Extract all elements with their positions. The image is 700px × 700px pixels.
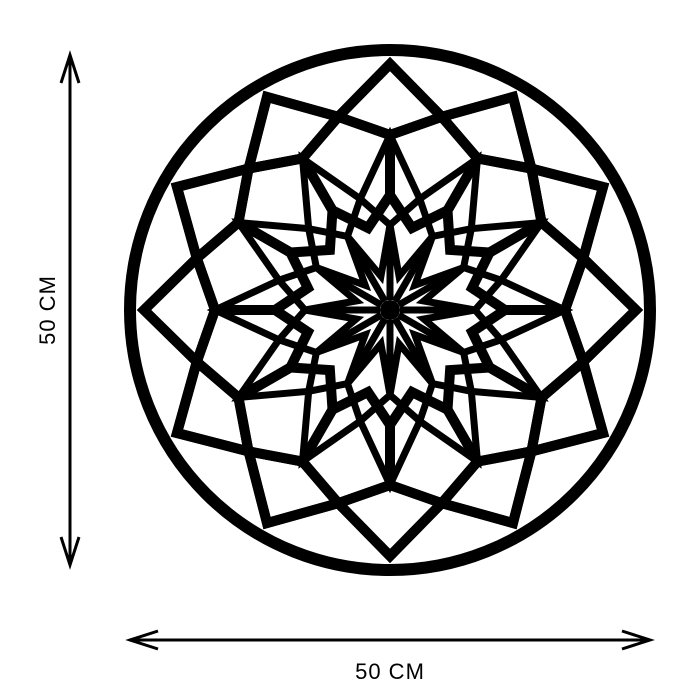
center-dot <box>380 300 400 320</box>
horizontal-dimension <box>130 631 650 649</box>
vertical-dimension-label: 50 CM <box>35 275 61 345</box>
vertical-dimension <box>61 55 79 565</box>
horizontal-dimension-label: 50 CM <box>355 659 425 685</box>
diagram-svg <box>0 0 700 700</box>
dimension-diagram: 50 CM 50 CM <box>0 0 700 700</box>
mandala-pattern <box>130 50 650 570</box>
